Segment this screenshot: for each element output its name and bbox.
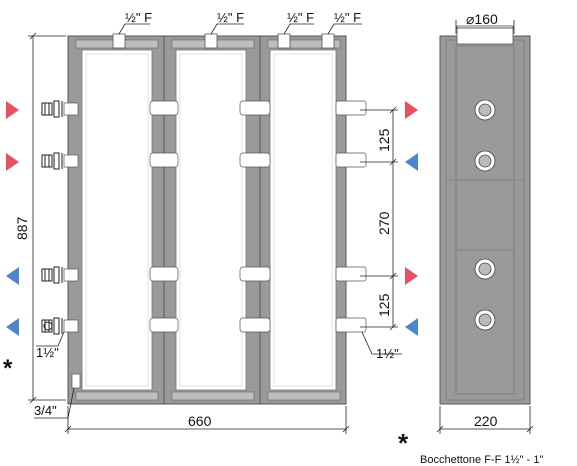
- note-marker: *: [398, 428, 409, 458]
- top-connection-1: [112, 33, 126, 49]
- side-body: [439, 35, 531, 405]
- side-width-label: ⌀160: [466, 11, 498, 27]
- top-connection-label-3: ½" F: [287, 10, 314, 25]
- module-3-panel: [269, 49, 337, 391]
- flow-arrows-left: [6, 101, 19, 336]
- flow-arrow-right-2: [405, 153, 418, 171]
- flow-arrows-right: [405, 101, 418, 336]
- spacing-mid-label: 270: [376, 211, 392, 235]
- right-connection-label: 1½": [376, 346, 399, 361]
- front-width-label: 660: [188, 413, 212, 429]
- left-fittings: [41, 100, 63, 335]
- top-connection-label-1: ½" F: [125, 10, 152, 25]
- height-dimension-label: 887: [14, 216, 30, 240]
- side-dimensions: [436, 20, 534, 434]
- front-dimensions: [28, 23, 402, 434]
- top-connection-4: [321, 33, 335, 49]
- top-connection-label-4: ½" F: [334, 10, 361, 25]
- left-connection-label: 1½": [36, 345, 59, 360]
- top-connection-label-2: ½" F: [217, 10, 244, 25]
- module-2-panel: [175, 49, 247, 391]
- side-depth-label: 220: [474, 413, 498, 429]
- flow-arrow-right-1: [405, 101, 418, 119]
- flow-arrow-left-1: [6, 101, 19, 119]
- flow-arrow-left-3: [6, 267, 19, 285]
- drain-valve: [71, 373, 81, 389]
- drain-label: 3/4": [34, 403, 57, 418]
- flow-arrow-left-2: [6, 153, 19, 171]
- front-view: [41, 33, 367, 405]
- note-text: Bocchettone F-F 1½" - 1": [420, 454, 543, 466]
- flow-arrow-right-3: [405, 267, 418, 285]
- side-view: [439, 25, 531, 405]
- top-connection-2: [204, 33, 218, 49]
- note-marker-left: *: [3, 355, 13, 382]
- flow-arrow-left-4: [6, 318, 19, 336]
- spacing-top-label: 125: [376, 128, 392, 152]
- flow-arrow-right-4: [405, 318, 418, 336]
- side-ports: [474, 99, 496, 331]
- top-connection-3: [277, 33, 291, 49]
- module-1-panel: [81, 49, 153, 391]
- spacing-bottom-label: 125: [376, 293, 392, 317]
